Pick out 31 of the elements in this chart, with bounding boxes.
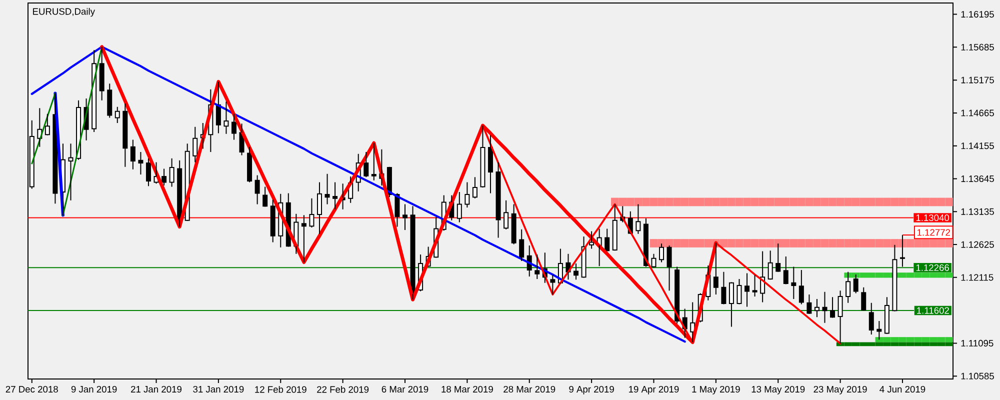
x-tick-label: 22 Feb 2019 xyxy=(317,386,369,393)
ref-line-label: 1.11602 xyxy=(917,307,949,314)
y-tick-label: 1.14155 xyxy=(961,142,994,150)
y-tick-label: 1.16195 xyxy=(961,10,994,18)
x-tick-label: 31 Jan 2019 xyxy=(193,386,244,393)
y-tick-label: 1.12115 xyxy=(961,274,994,281)
y-tick-label: 1.10585 xyxy=(961,372,994,380)
x-tick-label: 18 Mar 2019 xyxy=(442,386,493,393)
x-tick-label: 4 Jun 2019 xyxy=(880,386,926,393)
annotation: 1.12772 xyxy=(917,229,950,236)
y-tick-label: 1.11095 xyxy=(961,340,994,346)
x-tick-label: 21 Jan 2019 xyxy=(131,386,182,393)
ref-line-label: 1.12266 xyxy=(916,264,949,271)
y-tick-label: 1.14665 xyxy=(961,110,994,116)
y-tick-label: 1.12625 xyxy=(961,241,994,248)
y-tick-label: 1.15175 xyxy=(961,76,994,84)
y-tick-label: 1.15685 xyxy=(961,44,994,50)
y-tick-label: 1.13645 xyxy=(961,175,994,182)
y-tick-label: 1.13135 xyxy=(961,208,994,215)
x-tick-label: 1 May 2019 xyxy=(692,386,740,394)
ref-line-label: 1.13040 xyxy=(916,214,950,222)
x-tick-label: 9 Jan 2019 xyxy=(71,386,117,393)
x-tick-label: 19 Apr 2019 xyxy=(629,386,679,394)
x-tick-label: 12 Feb 2019 xyxy=(255,386,306,393)
x-tick-label: 6 Mar 2019 xyxy=(382,386,428,393)
x-tick-label: 13 May 2019 xyxy=(752,386,805,394)
x-tick-label: 23 May 2019 xyxy=(814,386,867,394)
x-tick-label: 28 Mar 2019 xyxy=(504,386,556,393)
x-tick-label: 27 Dec 2018 xyxy=(6,386,58,393)
x-tick-label: 9 Apr 2019 xyxy=(569,386,614,394)
chart-title: EURUSD,Daily xyxy=(33,8,95,17)
